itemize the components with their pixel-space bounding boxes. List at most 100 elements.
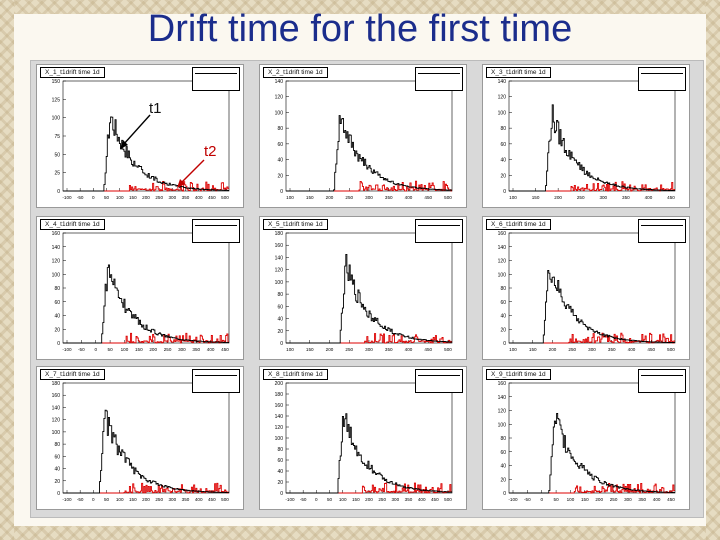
y-tick-label: 100	[52, 272, 61, 278]
y-tick-label: 100	[498, 422, 507, 428]
y-tick-label: 80	[500, 126, 506, 132]
x-tick-label: 450	[667, 195, 675, 200]
y-tick-label: 180	[52, 381, 61, 387]
y-tick-label: 160	[498, 381, 507, 387]
y-tick-label: 140	[275, 414, 284, 420]
histogram-pad: 0 20 40 60 80 100 120 140 160 180 100 150 200 250 300 3…	[259, 216, 467, 360]
histogram-pad: 0 20 40 60 80 100 120 140 160 180 200 -100 -50 0 50 100…	[259, 366, 467, 510]
x-tick-label: 350	[405, 497, 413, 502]
y-tick-label: 100	[52, 430, 61, 436]
x-tick-label: -100	[62, 497, 72, 502]
x-tick-label: 300	[365, 195, 373, 200]
y-tick-label: 160	[498, 231, 507, 237]
histogram-plot: 0 25 50 75 100 125 150 -100 -50 0 50 100 150 200 250 30…	[52, 79, 230, 200]
x-tick-label: 500	[221, 195, 229, 200]
x-tick-label: 150	[306, 347, 314, 352]
histogram-plot: 0 20 40 60 80 100 120 140 100 150 200 250 300 350 400 4…	[275, 79, 453, 200]
stats-box	[192, 67, 240, 91]
y-tick-label: 50	[54, 152, 60, 158]
x-tick-label: 250	[155, 497, 163, 502]
histogram-pad: 0 20 40 60 80 100 120 140 100 150 200 250 300 350 400 4…	[259, 64, 467, 208]
plot-frame	[508, 80, 676, 192]
primary-histogram	[509, 104, 675, 192]
x-tick-label: 500	[444, 195, 452, 200]
y-tick-label: 20	[277, 329, 283, 335]
x-tick-label: 500	[444, 497, 452, 502]
histogram-plot: 0 20 40 60 80 100 120 140 100 150 200 250 300 350 400 4…	[498, 79, 676, 200]
y-tick-label: 140	[52, 245, 61, 251]
y-tick-label: 60	[277, 458, 283, 464]
x-tick-label: 450	[221, 347, 229, 352]
y-tick-label: 40	[500, 464, 506, 470]
primary-histogram	[509, 270, 675, 344]
y-tick-label: 0	[280, 491, 283, 497]
histogram-title: X_9_t1drift time 1d	[486, 369, 551, 380]
y-tick-label: 140	[275, 79, 284, 85]
x-tick-label: 450	[667, 497, 675, 502]
x-tick-label: 100	[509, 195, 517, 200]
x-tick-label: 450	[424, 195, 432, 200]
x-tick-label: 100	[116, 497, 124, 502]
y-tick-label: 40	[54, 467, 60, 473]
stats-box	[192, 369, 240, 393]
secondary-histogram	[509, 181, 675, 192]
y-tick-label: 0	[57, 341, 60, 347]
x-tick-label: 50	[104, 195, 110, 200]
stats-box	[415, 219, 463, 243]
y-tick-label: 160	[52, 231, 61, 237]
stats-box	[638, 67, 686, 91]
y-tick-label: 120	[498, 95, 507, 101]
primary-histogram	[286, 253, 452, 344]
x-tick-label: -100	[62, 195, 72, 200]
y-tick-label: 60	[277, 142, 283, 148]
x-tick-label: 150	[529, 347, 537, 352]
x-tick-label: 100	[567, 497, 575, 502]
x-tick-label: 200	[595, 497, 603, 502]
x-tick-label: 50	[327, 497, 333, 502]
y-tick-label: 25	[54, 171, 60, 177]
secondary-histogram	[63, 332, 229, 344]
y-tick-label: 125	[52, 97, 61, 103]
y-tick-label: 100	[52, 116, 61, 122]
primary-histogram	[63, 409, 229, 494]
stats-box	[192, 219, 240, 243]
x-tick-label: 450	[424, 347, 432, 352]
y-tick-label: 20	[277, 480, 283, 486]
histogram-plot: 0 20 40 60 80 100 120 140 160 -100 -50 0 50 100 150 200…	[498, 381, 676, 502]
histogram-title: X_5_t1drift time 1d	[263, 219, 328, 230]
histogram-plot: 0 20 40 60 80 100 120 140 160 180 -100 -50 0 50 100 150…	[52, 381, 230, 502]
x-tick-label: 250	[345, 195, 353, 200]
y-tick-label: 180	[275, 231, 284, 237]
x-tick-label: 200	[149, 347, 157, 352]
y-tick-label: 200	[275, 381, 284, 387]
y-tick-label: 140	[275, 255, 284, 261]
x-tick-label: 500	[221, 497, 229, 502]
x-tick-label: 400	[405, 195, 413, 200]
y-tick-label: 0	[57, 491, 60, 497]
x-tick-label: 300	[599, 195, 607, 200]
x-tick-label: 450	[431, 497, 439, 502]
y-tick-label: 100	[275, 436, 284, 442]
y-tick-label: 100	[498, 110, 507, 116]
x-tick-label: 100	[116, 195, 124, 200]
histogram-title: X_2_t1drift time 1d	[263, 67, 328, 78]
y-tick-label: 80	[277, 126, 283, 132]
y-tick-label: 120	[498, 259, 507, 265]
y-tick-label: 60	[54, 454, 60, 460]
histogram-pad: 0 20 40 60 80 100 120 140 160 -100 -50 0 50 100 150 200…	[36, 216, 244, 360]
y-tick-label: 140	[498, 79, 507, 85]
x-tick-label: 350	[385, 347, 393, 352]
x-tick-label: 500	[444, 347, 452, 352]
x-tick-label: 200	[326, 195, 334, 200]
t1-arrowhead	[120, 140, 128, 149]
y-tick-label: 120	[498, 409, 507, 415]
x-tick-label: 50	[104, 497, 110, 502]
histogram-plot: 0 20 40 60 80 100 120 140 160 100 150 200 250 300 350 4…	[498, 231, 676, 352]
x-tick-label: 300	[168, 497, 176, 502]
y-tick-label: 60	[500, 450, 506, 456]
x-tick-label: 400	[653, 497, 661, 502]
x-tick-label: 250	[610, 497, 618, 502]
x-tick-label: 0	[315, 497, 318, 502]
x-tick-label: 300	[391, 497, 399, 502]
